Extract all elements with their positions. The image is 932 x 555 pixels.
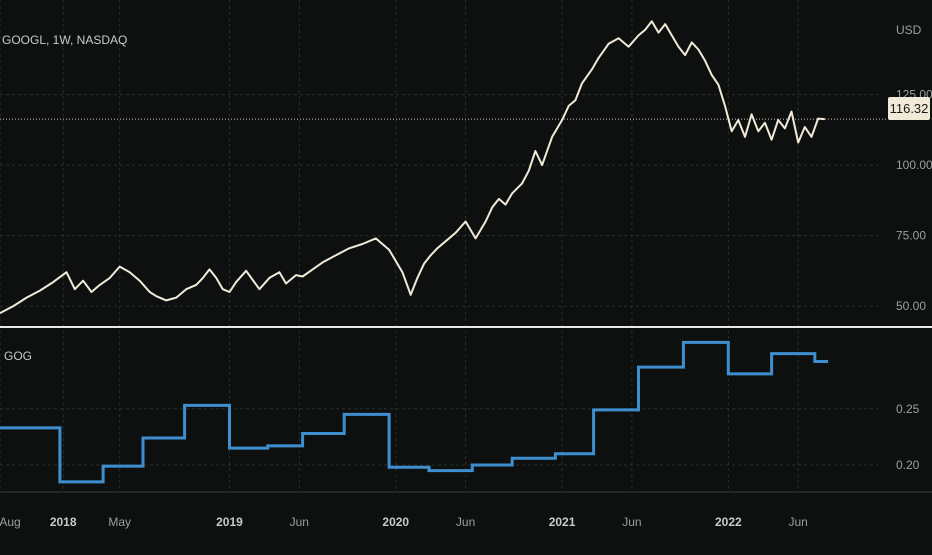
grid-layer [0,0,932,493]
time-tick-label: 2020 [382,515,409,529]
time-tick-label: May [108,515,131,529]
indicator-tick-label: 0.25 [896,402,920,416]
indicator-label: GOG [4,349,32,363]
time-tick-label: 2019 [216,515,243,529]
indicator-tick-label: 0.20 [896,458,920,472]
time-tick-label: 2018 [50,515,77,529]
time-tick-label: 2022 [715,515,742,529]
price-axis-unit: USD [896,23,922,37]
last-price-tag-bg [888,97,930,120]
time-tick-label: 2021 [549,515,576,529]
indicator-series-line[interactable] [0,340,829,484]
time-axis[interactable]: Aug 2018 May 2019 Jun 2020 Jun 2021 Jun 2022 Jun [0,515,808,529]
price-tick-label: 100.00 [896,158,932,172]
time-tick-label: Jun [456,515,475,529]
time-tick-label: Jun [789,515,808,529]
indicator-axis[interactable]: 0.20 0.25 [896,402,920,472]
indicator-pane[interactable] [0,340,829,484]
time-tick-label: Jun [290,515,309,529]
price-tick-label: 75.00 [896,229,926,243]
time-tick-label: Aug [0,515,21,529]
symbol-label: GOOGL, 1W, NASDAQ [2,33,127,47]
last-price-tag-value: 116.32 [890,101,929,116]
last-price-tag: 116.32 [888,97,930,120]
price-tick-label: 50.00 [896,299,926,313]
price-series-line[interactable] [0,20,825,314]
price-pane[interactable] [0,20,825,314]
time-tick-label: Jun [622,515,641,529]
